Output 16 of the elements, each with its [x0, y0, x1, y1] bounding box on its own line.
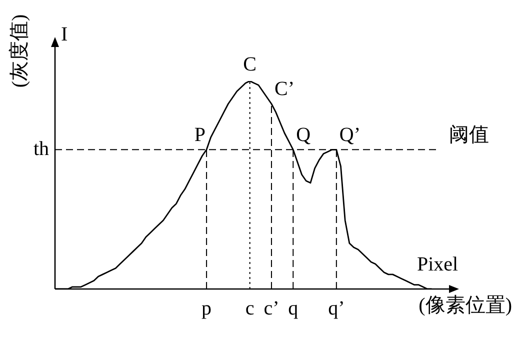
annotation: C: [243, 53, 257, 76]
annotation: Q’: [339, 124, 361, 146]
x-tick-label: q’: [328, 297, 345, 320]
text: I: [61, 23, 68, 46]
x-tick-label: q: [288, 297, 298, 320]
text: th: [33, 138, 49, 160]
x-axis-title: (像素位置): [418, 294, 512, 316]
y-axis-title: (灰度值): [8, 14, 30, 88]
x-tick-label: c’: [264, 297, 280, 320]
annotation: Q: [296, 124, 312, 146]
x-tick-label: c: [245, 297, 254, 320]
ref-line-label: 阈值: [449, 124, 489, 146]
annotation: C’: [274, 78, 294, 100]
x-tick-label: p: [202, 297, 212, 320]
annotation: Pixel: [417, 253, 459, 276]
annotation: P: [194, 124, 206, 146]
